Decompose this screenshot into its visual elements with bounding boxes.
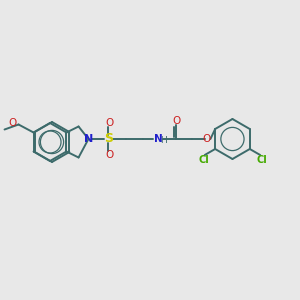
Text: O: O: [202, 134, 211, 144]
Text: O: O: [8, 118, 17, 128]
Text: N: N: [154, 134, 163, 144]
Text: O: O: [172, 116, 181, 126]
Text: S: S: [104, 133, 113, 146]
Text: Cl: Cl: [257, 155, 268, 165]
Text: Cl: Cl: [198, 155, 209, 165]
Text: H: H: [160, 136, 167, 145]
Text: N: N: [84, 134, 93, 144]
Text: O: O: [105, 150, 114, 160]
Text: O: O: [105, 118, 114, 128]
